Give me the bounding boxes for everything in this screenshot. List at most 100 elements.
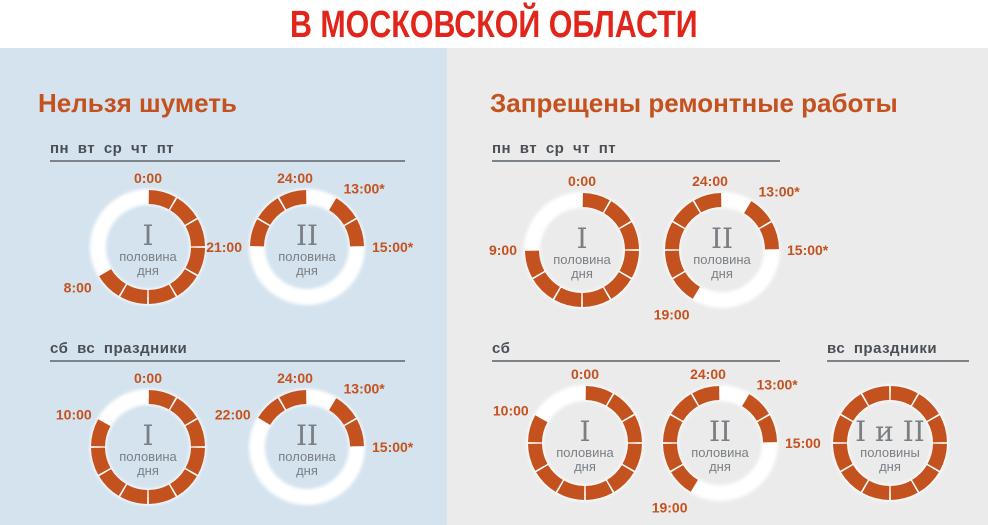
- half-day-numeral: II: [296, 219, 318, 252]
- allowed-ring: [249, 389, 365, 505]
- half-day-numeral: I и II: [855, 415, 925, 448]
- forbidden-segment: [120, 484, 148, 504]
- allowed-ring: [527, 385, 643, 501]
- forbidden-segment: [841, 464, 869, 492]
- forbidden-segment: [585, 480, 613, 500]
- time-label: 15:00*: [787, 242, 829, 258]
- forbidden-segment: [603, 271, 631, 299]
- forbidden-segment: [185, 419, 205, 447]
- forbidden-segment: [890, 386, 918, 406]
- half-day-numeral: II: [711, 222, 733, 255]
- forbidden-segment: [91, 447, 111, 475]
- forbidden-segment: [692, 386, 720, 406]
- weekend-header: сб вс праздники: [50, 340, 405, 362]
- allowed-ring: [90, 189, 206, 305]
- time-label: 22:00: [215, 407, 251, 423]
- forbidden-segment: [927, 443, 947, 471]
- forbidden-segment: [841, 394, 869, 422]
- time-label: 15:00*: [372, 239, 414, 255]
- time-label: 0:00: [134, 170, 162, 186]
- forbidden-segment: [663, 443, 683, 471]
- forbidden-segment: [833, 415, 853, 443]
- half-day-caption: дня: [296, 263, 318, 278]
- time-label: 0:00: [568, 173, 596, 189]
- forbidden-segment: [328, 398, 356, 426]
- time-label: 0:00: [134, 370, 162, 386]
- time-label: 13:00*: [759, 184, 801, 200]
- forbidden-segment: [833, 443, 853, 471]
- noise-title: Нельзя шуметь: [38, 88, 237, 118]
- forbidden-segment: [279, 190, 307, 210]
- half-day-caption: дня: [879, 459, 901, 474]
- forbidden-segment: [344, 219, 364, 247]
- forbidden-segment: [148, 484, 176, 504]
- forbidden-segment: [148, 190, 176, 210]
- forbidden-segment: [258, 198, 286, 226]
- page-title: В МОСКОВСКОЙ ОБЛАСТИ: [290, 4, 698, 46]
- noise-panel: Нельзя шуметь пн вт ср чт пт сб вс празд…: [0, 48, 447, 525]
- forbidden-segment: [279, 390, 307, 410]
- forbidden-segment: [622, 415, 642, 443]
- half-day-caption: половина: [691, 445, 749, 460]
- forbidden-segment: [328, 198, 356, 226]
- forbidden-segment: [169, 198, 197, 226]
- repair-title: Запрещены ремонтные работы: [490, 88, 898, 118]
- time-label: 21:00: [206, 239, 242, 255]
- allowed-ring: [249, 189, 365, 305]
- forbidden-segment: [694, 193, 722, 213]
- half-day-caption: дня: [574, 459, 596, 474]
- forbidden-segment: [582, 287, 610, 307]
- half-day-caption: половина: [693, 252, 751, 267]
- half-day-caption: дня: [711, 266, 733, 281]
- forbidden-segment: [169, 268, 197, 296]
- time-label: 19:00: [652, 499, 688, 515]
- forbidden-segment: [673, 201, 701, 229]
- time-label: 19:00: [654, 306, 690, 322]
- forbidden-segment: [148, 284, 176, 304]
- forbidden-segment: [528, 443, 548, 471]
- half-day-caption: половины: [860, 445, 920, 460]
- forbidden-segment: [663, 415, 683, 443]
- half-day-numeral: I: [579, 415, 590, 448]
- half-day-caption: половина: [553, 252, 611, 267]
- allowed-ring: [662, 385, 778, 501]
- forbidden-segment: [673, 271, 701, 299]
- half-day-caption: дня: [137, 263, 159, 278]
- forbidden-segment: [525, 250, 545, 278]
- time-label: 15:00*: [372, 439, 414, 455]
- weekday-header: пн вт ср чт пт: [50, 140, 405, 162]
- forbidden-segment: [671, 464, 699, 492]
- time-label: 10:00: [493, 403, 529, 419]
- allowed-ring: [664, 192, 780, 308]
- time-label: 24:00: [277, 170, 313, 186]
- forbidden-segment: [862, 480, 890, 500]
- forbidden-segment: [743, 201, 771, 229]
- half-day-numeral: I: [142, 219, 153, 252]
- forbidden-segment: [606, 394, 634, 422]
- time-label: 15:00: [785, 435, 821, 451]
- forbidden-segment: [169, 468, 197, 496]
- time-label: 24:00: [277, 370, 313, 386]
- forbidden-segment: [665, 222, 685, 250]
- forbidden-segment: [99, 268, 127, 296]
- time-label: 13:00*: [344, 181, 386, 197]
- allowed-ring: [832, 385, 948, 501]
- forbidden-segment: [554, 287, 582, 307]
- forbidden-segment: [533, 271, 561, 299]
- forbidden-segment: [862, 386, 890, 406]
- half-day-numeral: I: [576, 222, 587, 255]
- forbidden-segment: [585, 386, 613, 406]
- half-day-caption: дня: [137, 463, 159, 478]
- allowed-ring: [90, 389, 206, 505]
- forbidden-segment: [911, 394, 939, 422]
- forbidden-segment: [120, 284, 148, 304]
- forbidden-segment: [619, 250, 639, 278]
- forbidden-segment: [250, 219, 270, 247]
